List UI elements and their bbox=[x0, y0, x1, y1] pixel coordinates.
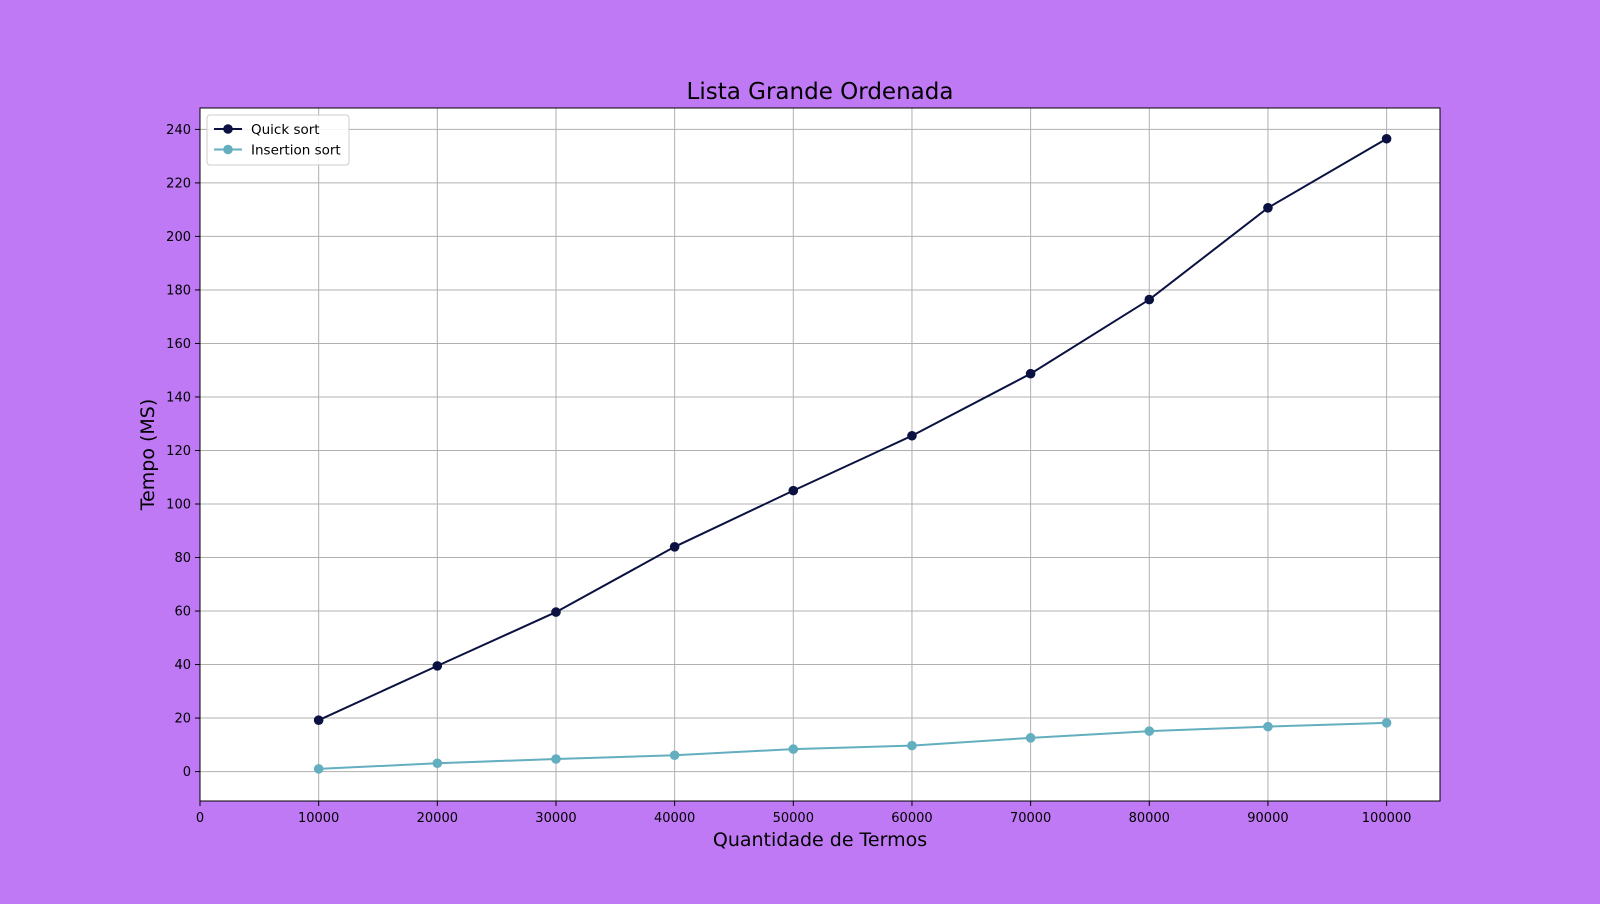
y-tick-label: 160 bbox=[166, 337, 191, 352]
series-1 bbox=[313, 133, 1392, 725]
y-tick-label: 180 bbox=[166, 283, 191, 298]
x-axis: 0 10000 20000 30000 40000 50000 60000 70000 8000… bbox=[196, 801, 1412, 826]
data-point bbox=[907, 430, 917, 441]
y-axis: 0 20 40 60 80 100 120 140 160 180 200 220 240 bbox=[166, 123, 200, 780]
series-2 bbox=[313, 718, 1392, 774]
legend: Quick sort Insertion sort bbox=[206, 114, 350, 166]
y-tick-label: 60 bbox=[174, 605, 191, 620]
x-axis-title: Quantidade de Termos bbox=[713, 829, 927, 851]
x-tick-label: 60000 bbox=[891, 811, 932, 826]
series-line bbox=[318, 137, 1388, 722]
y-tick-label: 220 bbox=[166, 176, 191, 191]
data-point bbox=[1144, 726, 1155, 736]
plot-area bbox=[200, 108, 1440, 801]
legend-item: Quick sort bbox=[214, 122, 320, 138]
data-point bbox=[551, 607, 561, 617]
y-tick-label: 40 bbox=[174, 658, 191, 673]
data-point bbox=[432, 661, 443, 671]
grid bbox=[199, 108, 1440, 801]
y-tick-label: 20 bbox=[174, 712, 191, 727]
legend-label: Quick sort bbox=[251, 122, 320, 138]
data-point bbox=[788, 485, 799, 496]
data-point bbox=[1381, 718, 1392, 728]
x-tick-label: 20000 bbox=[417, 811, 458, 826]
x-tick-label: 90000 bbox=[1247, 811, 1288, 826]
plot-frame bbox=[199, 107, 1441, 802]
data-point bbox=[907, 740, 917, 751]
y-axis-title: Tempo (MS) bbox=[137, 399, 159, 512]
data-point bbox=[1025, 733, 1036, 743]
x-tick-label: 30000 bbox=[535, 811, 576, 826]
y-tick-label: 120 bbox=[166, 444, 191, 459]
x-tick-label: 50000 bbox=[773, 811, 814, 826]
data-point bbox=[1263, 203, 1273, 213]
legend-box bbox=[206, 114, 350, 166]
data-point bbox=[313, 715, 324, 725]
y-tick-label: 200 bbox=[166, 230, 191, 245]
x-tick-label: 0 bbox=[196, 811, 204, 826]
series-line bbox=[318, 721, 1387, 770]
x-tick-label: 40000 bbox=[654, 811, 695, 826]
x-tick-label: 10000 bbox=[298, 811, 339, 826]
legend-label: Insertion sort bbox=[251, 143, 341, 159]
y-tick-label: 240 bbox=[166, 123, 191, 138]
legend-swatch-marker bbox=[223, 144, 233, 155]
x-tick-label: 70000 bbox=[1010, 811, 1051, 826]
data-point bbox=[669, 542, 680, 552]
data-point bbox=[1381, 133, 1392, 144]
series-layer bbox=[313, 133, 1392, 774]
y-tick-label: 140 bbox=[166, 390, 191, 405]
y-tick-label: 100 bbox=[166, 498, 191, 513]
data-point bbox=[669, 750, 680, 761]
data-point bbox=[788, 744, 799, 754]
y-tick-label: 80 bbox=[174, 551, 191, 566]
data-point bbox=[1263, 721, 1273, 732]
legend-swatch-marker bbox=[223, 124, 233, 134]
x-tick-label: 80000 bbox=[1129, 811, 1170, 826]
x-tick-label: 100000 bbox=[1362, 811, 1412, 826]
data-point bbox=[1025, 368, 1036, 379]
data-point bbox=[313, 764, 324, 774]
data-point bbox=[551, 754, 561, 764]
data-point bbox=[1144, 294, 1155, 305]
y-tick-label: 0 bbox=[183, 765, 191, 780]
chart-title: Lista Grande Ordenada bbox=[687, 79, 954, 105]
legend-item: Insertion sort bbox=[214, 143, 341, 159]
data-point bbox=[432, 758, 443, 769]
